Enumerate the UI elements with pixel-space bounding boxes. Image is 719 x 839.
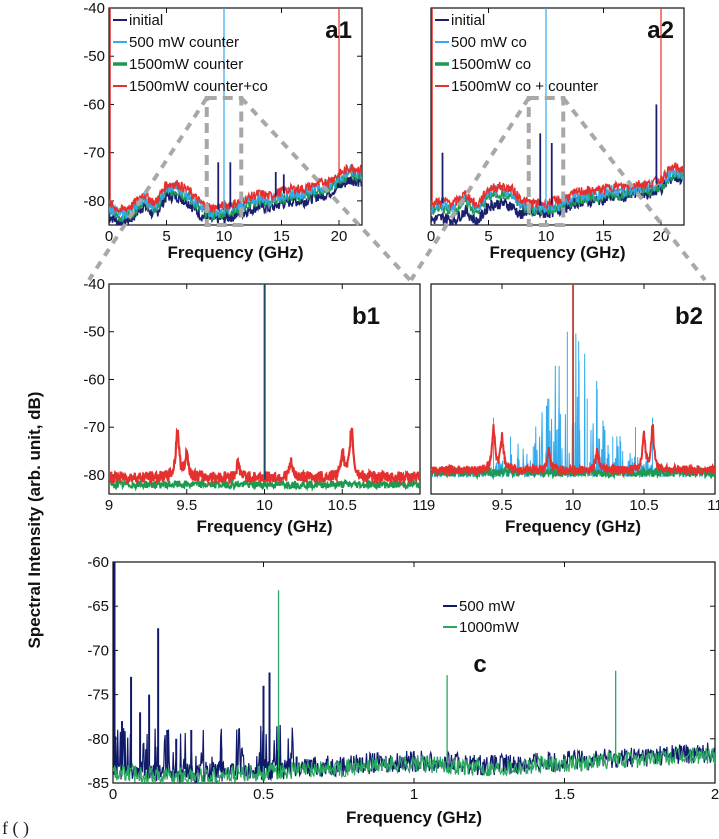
series-1500mw-combined-line (109, 163, 362, 213)
legend: initial 500 mW counter 1500mW counter 1500m… (113, 12, 268, 95)
series-green-line (109, 477, 420, 492)
zoom-box (526, 96, 566, 227)
zoom-connector-line (239, 96, 412, 282)
y-tick-label: -80 (83, 467, 105, 484)
x-tick-label: 5 (484, 228, 492, 245)
x-tick-label: 9.5 (176, 497, 197, 514)
y-tick-label: -75 (87, 687, 109, 704)
series-1500mw-combined-line (431, 162, 684, 210)
legend: initial 500 mW co 1500mW co 1500mW co + cou… (435, 12, 598, 95)
x-tick-label: 1 (410, 786, 418, 803)
x-tick-label: 0 (109, 786, 117, 803)
x-axis-label: Frequency (GHz) (167, 243, 303, 262)
x-tick-label: 11 (707, 497, 719, 514)
panel-label: b1 (352, 303, 380, 330)
plot-area (113, 562, 715, 783)
y-tick-label: -40 (83, 276, 105, 293)
x-tick-label: 15 (595, 228, 612, 245)
y-tick-label: -50 (83, 324, 105, 341)
x-tick-label: 15 (273, 228, 290, 245)
y-tick-label: -70 (83, 145, 105, 162)
panel-a1: 0 5 10 15 20 -40 -50 -60 -70 -80 Frequency (GHz) in… (83, 0, 363, 262)
x-tick-label: 0.5 (253, 786, 274, 803)
x-tick-label: 10 (565, 497, 582, 514)
x-axis-label: Frequency (GHz) (505, 517, 641, 536)
y-tick-label: -65 (87, 598, 109, 615)
x-tick-label: 10 (256, 497, 273, 514)
y-tick-label: -80 (87, 731, 109, 748)
y-tick-label: -85 (87, 775, 109, 792)
y-tick-label: -40 (83, 0, 105, 17)
panel-label: c (473, 651, 486, 678)
legend-entry: initial (129, 12, 163, 29)
x-tick-label: 0 (427, 228, 435, 245)
panel-a2: 0 5 10 15 20 Frequency (GHz) initial 500 mW co 1… (427, 7, 685, 262)
x-tick-label: 10 (216, 228, 233, 245)
x-tick-label: 10.5 (629, 497, 658, 514)
series-500mw-line (109, 164, 362, 221)
plot-area (109, 8, 362, 225)
panel-label: a1 (325, 17, 352, 44)
x-tick-label: 11 (412, 497, 428, 514)
y-tick-label: -60 (83, 96, 105, 113)
x-tick-label: 9.5 (492, 497, 513, 514)
x-tick-label: 0 (105, 228, 113, 245)
x-tick-label: 2 (711, 786, 719, 803)
x-tick-label: 9 (105, 497, 113, 514)
legend-entry: 1000mW (459, 619, 520, 636)
y-tick-label: -80 (83, 193, 105, 210)
x-tick-label: 10.5 (328, 497, 357, 514)
legend-entry: 1500mW co (451, 56, 531, 73)
y-tick-label: -50 (83, 48, 105, 65)
panel-b1: 9 9.5 10 10.5 11 -40 -50 -60 -70 -80 Frequency (GH… (83, 276, 427, 536)
y-tick-label: -60 (87, 554, 109, 571)
panel-label: b2 (675, 303, 703, 330)
zoom-connectors (87, 96, 707, 282)
plot-area (109, 284, 420, 492)
legend-entry: 1500mW counter+co (129, 78, 268, 95)
x-tick-label: 9 (427, 497, 435, 514)
series-initial-line (109, 175, 362, 225)
y-tick-label: -60 (83, 371, 105, 388)
y-tick-label: -70 (87, 642, 109, 659)
series-1000mw-line (113, 747, 715, 783)
legend: 500 mW 1000mW (443, 598, 520, 636)
legend-entry: 500 mW counter (129, 34, 239, 51)
plot-area (431, 284, 715, 481)
x-axis-label: Frequency (GHz) (196, 517, 332, 536)
x-axis-label: Frequency (GHz) (489, 243, 625, 262)
x-tick-label: 5 (162, 228, 170, 245)
legend-entry: 500 mW co (451, 34, 527, 51)
zoom-connector-line (87, 96, 209, 282)
x-tick-label: 10 (538, 228, 555, 245)
panel-b2: 9 9.5 10 10.5 11 Frequency (GHz) b2 (427, 283, 719, 536)
caption-fragment: f ( ) (2, 818, 29, 839)
zoom-connector-line (409, 96, 531, 282)
zoom-box (204, 96, 244, 227)
shared-y-axis-label: Spectral Intensity (arb. unit, dB) (25, 392, 44, 649)
legend-entry: 1500mW counter (129, 56, 243, 73)
x-tick-label: 20 (653, 228, 670, 245)
x-tick-label: 1.5 (554, 786, 575, 803)
panel-label: a2 (647, 17, 674, 44)
legend-entry: initial (451, 12, 485, 29)
x-tick-label: 20 (331, 228, 348, 245)
x-axis-label: Frequency (GHz) (346, 808, 482, 827)
series-500mw-line (113, 725, 715, 783)
panel-c: 0 0.5 1 1.5 2 -60 -65 -70 -75 -80 -85 Frequency (GH… (87, 554, 719, 827)
legend-entry: 1500mW co + counter (451, 78, 598, 95)
legend-entry: 500 mW (459, 598, 516, 615)
y-tick-label: -70 (83, 419, 105, 436)
